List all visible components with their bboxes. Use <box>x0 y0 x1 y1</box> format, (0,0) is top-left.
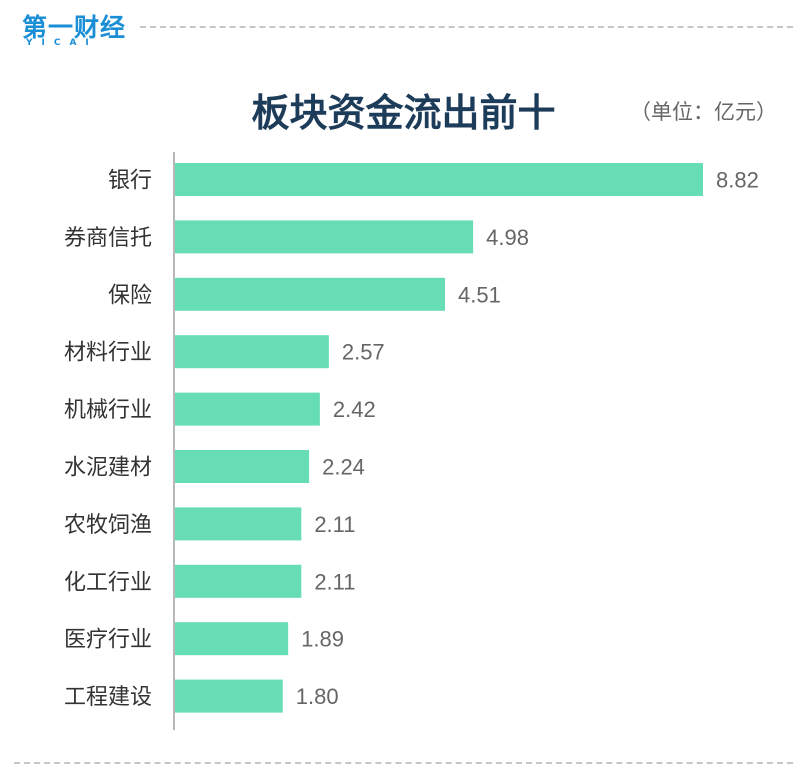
value-label: 1.80 <box>296 684 339 709</box>
bar <box>175 679 283 713</box>
value-label: 4.51 <box>458 282 501 307</box>
value-label: 2.42 <box>333 397 376 422</box>
value-label: 4.98 <box>486 225 529 250</box>
category-label: 材料行业 <box>64 341 152 366</box>
value-label: 2.24 <box>322 455 365 480</box>
bar <box>175 564 302 598</box>
value-label: 2.11 <box>314 569 355 594</box>
logo-name-cn: 第一财经 <box>22 13 127 42</box>
bar <box>175 507 302 541</box>
yicai-logo: 第一财经 YICAI <box>22 8 132 48</box>
category-label: 保险 <box>108 283 152 308</box>
value-label: 2.11 <box>314 512 355 537</box>
value-label: 1.89 <box>301 627 344 652</box>
bar <box>175 335 329 369</box>
category-label: 医疗行业 <box>64 628 152 653</box>
category-label: 券商信托 <box>64 226 152 251</box>
category-label: 银行 <box>108 169 152 194</box>
bar <box>175 450 310 483</box>
category-label: 化工行业 <box>64 570 152 595</box>
bar <box>175 277 445 311</box>
unit-label: （单位：亿元） <box>630 100 777 124</box>
value-label: 2.57 <box>342 340 385 365</box>
bar <box>175 622 289 656</box>
bar <box>175 220 474 254</box>
category-label: 工程建设 <box>64 685 152 710</box>
bar <box>175 163 703 196</box>
top-dashed-divider <box>140 26 793 28</box>
bottom-dashed-divider <box>14 762 793 764</box>
category-label: 水泥建材 <box>64 456 152 481</box>
category-label: 机械行业 <box>64 398 152 423</box>
category-label: 农牧饲渔 <box>64 513 152 538</box>
value-label: 8.82 <box>716 168 759 193</box>
bar <box>175 392 320 426</box>
logo-name-en: YICAI <box>26 38 98 48</box>
chart-title: 板块资金流出前十 <box>251 91 556 135</box>
